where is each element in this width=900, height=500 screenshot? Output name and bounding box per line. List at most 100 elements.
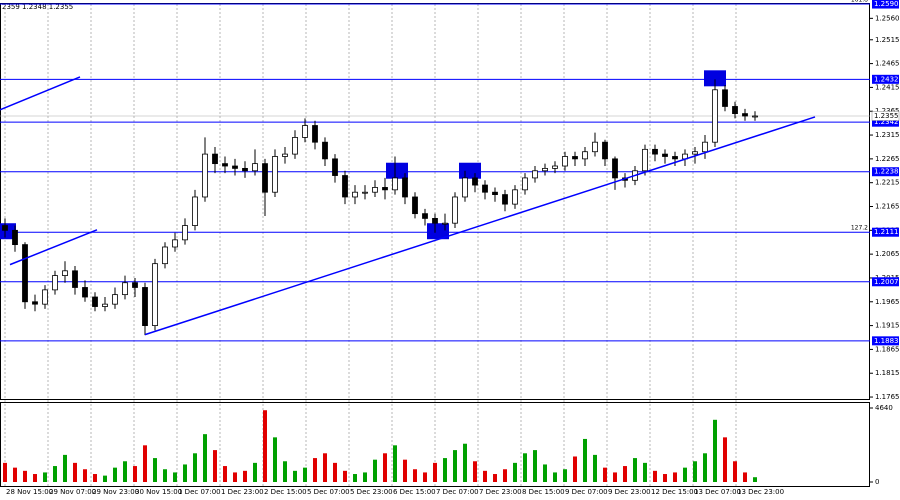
current-price-box: [871, 111, 900, 121]
candle-body: [462, 177, 468, 198]
candle-body: [272, 156, 278, 193]
volume-bar: [583, 438, 587, 482]
volume-bar: [703, 453, 707, 482]
candle-body: [282, 153, 288, 157]
candle-body: [452, 196, 458, 224]
y-tick-label: 1.2515: [875, 36, 900, 44]
volume-bar: [63, 454, 67, 482]
x-tick-label: 7 Dec 07:00: [436, 488, 479, 496]
candle-body: [322, 141, 328, 160]
candle-body: [502, 194, 508, 205]
price-panel: [0, 3, 870, 400]
volume-bar: [743, 472, 747, 482]
x-tick-label: 1 Dec 23:00: [221, 488, 264, 496]
candle-body: [152, 263, 158, 326]
level-label-box: [872, 277, 899, 287]
level-label: 1.2342: [874, 118, 899, 126]
level-label-box: [872, 117, 899, 127]
volume-bar: [513, 462, 517, 482]
level-label: 1.2590: [874, 0, 899, 8]
volume-bar: [533, 450, 537, 482]
level-marker: [386, 162, 408, 179]
level-label-box: [872, 0, 899, 9]
volume-tick-label: 4640: [875, 404, 893, 412]
y-tick-label: 1.1965: [875, 298, 900, 306]
y-tick-label: 1.2265: [875, 155, 900, 163]
volume-bar: [23, 470, 27, 482]
level-label-box: [872, 227, 899, 237]
candle-body: [182, 225, 188, 241]
y-tick-label: 1.2065: [875, 250, 900, 258]
candle-body: [412, 196, 418, 215]
volume-bar: [93, 474, 97, 482]
candle-body: [132, 282, 138, 288]
volume-bar: [113, 467, 117, 482]
candle-body: [542, 167, 548, 172]
candle-body: [442, 222, 448, 225]
candle-body: [372, 187, 378, 193]
x-tick-label: 29 Nov 07:00: [49, 488, 96, 496]
trend-line: [0, 76, 81, 111]
volume-bar: [3, 462, 7, 482]
candle-body: [2, 225, 8, 231]
level-marker: [704, 70, 726, 87]
volume-bar: [53, 466, 57, 482]
volume-bar: [183, 464, 187, 482]
volume-bar: [733, 461, 737, 482]
x-tick-label: 9 Dec 07:00: [565, 488, 608, 496]
candle-body: [352, 191, 358, 198]
volume-bar: [153, 458, 157, 482]
candle-body: [222, 163, 228, 167]
candle-body: [672, 156, 678, 160]
candle-body: [522, 177, 528, 191]
candle-body: [52, 275, 58, 291]
x-tick-label: 13 Dec 07:00: [694, 488, 741, 496]
volume-bar: [263, 410, 267, 482]
candle-body: [312, 125, 318, 143]
level-annotation: 161.8: [851, 0, 868, 4]
x-tick-label: 28 Nov 15:00: [6, 488, 53, 496]
volume-bar: [553, 472, 557, 482]
candle-body: [482, 184, 488, 193]
volume-bar: [203, 434, 207, 482]
candle-body: [702, 141, 708, 153]
volume-bar: [623, 466, 627, 482]
volume-bar: [213, 450, 217, 482]
level-label: 1.2111: [874, 228, 899, 236]
y-tick-label: 1.2465: [875, 60, 900, 68]
x-tick-label: 2 Dec 15:00: [264, 488, 307, 496]
candle-body: [382, 187, 388, 191]
level-label-box: [872, 336, 899, 346]
candle-body: [242, 167, 248, 172]
volume-bar: [543, 464, 547, 482]
trend-line: [144, 116, 816, 336]
volume-bar: [173, 472, 177, 482]
volume-bar: [273, 437, 277, 482]
y-tick-label: 1.2415: [875, 83, 900, 91]
volume-bar: [233, 472, 237, 482]
candle-body: [302, 125, 308, 138]
volume-bar: [493, 474, 497, 482]
candle-body: [102, 303, 108, 307]
volume-bar: [363, 472, 367, 482]
candle-body: [552, 165, 558, 169]
x-tick-label: 9 Dec 23:00: [608, 488, 651, 496]
candle-body: [292, 137, 298, 155]
volume-bar: [43, 472, 47, 482]
volume-bar: [483, 470, 487, 482]
volume-bar: [673, 472, 677, 482]
level-label-box: [872, 74, 899, 84]
candle-body: [662, 153, 668, 157]
x-tick-label: 7 Dec 23:00: [479, 488, 522, 496]
y-tick-label: 1.1765: [875, 393, 900, 401]
volume-bar: [653, 470, 657, 482]
candle-body: [472, 177, 478, 186]
x-tick-label: 29 Nov 23:00: [92, 488, 139, 496]
y-tick-label: 1.2215: [875, 179, 900, 187]
y-tick-label: 1.2560: [875, 14, 900, 22]
x-tick-label: 6 Dec 15:00: [393, 488, 436, 496]
candle-body: [42, 289, 48, 305]
candle-body: [212, 153, 218, 165]
candle-body: [642, 148, 648, 172]
